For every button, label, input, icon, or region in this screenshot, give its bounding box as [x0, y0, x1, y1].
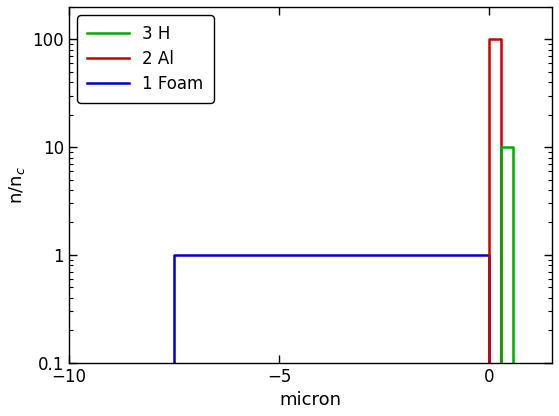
Legend: 3 H, 2 Al, 1 Foam: 3 H, 2 Al, 1 Foam	[77, 15, 214, 103]
2 Al	[498, 37, 504, 42]
3 H	[498, 145, 504, 150]
1 Foam	[170, 360, 177, 365]
Y-axis label: n/n$_c$: n/n$_c$	[7, 166, 27, 204]
3 H	[498, 360, 504, 365]
2 Al	[498, 360, 504, 365]
1 Foam	[170, 253, 177, 258]
3 H	[509, 360, 516, 365]
X-axis label: micron: micron	[280, 391, 342, 409]
Line: 2 Al: 2 Al	[489, 40, 501, 363]
2 Al	[486, 360, 492, 365]
Line: 3 H: 3 H	[501, 147, 513, 363]
1 Foam	[486, 360, 492, 365]
1 Foam	[486, 253, 492, 258]
2 Al	[486, 37, 492, 42]
3 H	[509, 145, 516, 150]
Line: 1 Foam: 1 Foam	[174, 255, 489, 363]
